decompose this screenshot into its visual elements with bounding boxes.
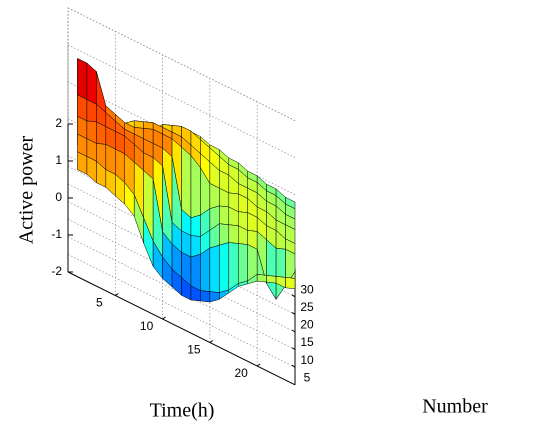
surface-cell xyxy=(209,244,220,293)
surface-cell xyxy=(285,277,296,290)
surface-cell xyxy=(209,183,220,209)
z-tick-label: 1 xyxy=(55,153,62,167)
surface-cell xyxy=(105,169,116,197)
x-tick-label: 15 xyxy=(187,343,201,357)
tick xyxy=(291,329,296,333)
surface-cell xyxy=(190,235,201,258)
surface-cell xyxy=(238,243,248,284)
tick xyxy=(291,347,296,351)
y-tick-label: 15 xyxy=(300,335,314,349)
tick xyxy=(291,294,296,298)
surface-cell xyxy=(200,290,211,303)
x-tick-label: 5 xyxy=(96,296,103,310)
z-tick-label: 0 xyxy=(55,190,62,204)
surface-cell xyxy=(266,275,277,284)
surface-cell xyxy=(181,146,192,219)
grid-line xyxy=(67,254,296,368)
x-axis-label: Time(h) xyxy=(150,400,215,422)
x-tick-label: 20 xyxy=(234,366,248,380)
box-edge xyxy=(67,7,296,121)
y-tick-label: 30 xyxy=(300,282,314,296)
y-tick-label: 20 xyxy=(300,318,314,332)
surface-cell xyxy=(86,156,97,184)
surface-cell xyxy=(190,253,201,292)
tick xyxy=(162,316,166,320)
z-tick-label: -1 xyxy=(51,227,62,241)
y-tick-label: 10 xyxy=(300,353,314,367)
tick xyxy=(115,293,119,296)
z-tick-label: -2 xyxy=(51,264,62,278)
y-axis-label: Number xyxy=(422,396,488,418)
tick xyxy=(291,311,296,315)
surface-cell xyxy=(256,274,267,283)
x-tick-label: 10 xyxy=(140,319,154,333)
surface-cell xyxy=(86,62,97,105)
y-tick-label: 25 xyxy=(300,300,314,314)
tick xyxy=(291,364,296,368)
surface-cell xyxy=(219,223,230,246)
surface-cell xyxy=(228,242,239,291)
surface-cell xyxy=(105,144,116,175)
surface-cell xyxy=(200,247,211,292)
surface-cell xyxy=(190,214,201,237)
surface-cell xyxy=(219,205,230,226)
z-axis-label: Active power xyxy=(16,136,38,245)
y-tick-label: 5 xyxy=(304,370,311,384)
surface-cell xyxy=(143,121,154,130)
z-tick-label: 2 xyxy=(55,116,62,130)
tick xyxy=(209,340,214,343)
surface-cell xyxy=(228,224,239,244)
surface-cell xyxy=(209,291,220,303)
surface-cell xyxy=(133,120,144,129)
tick xyxy=(256,363,261,367)
surface-cell xyxy=(219,242,230,293)
grid-line xyxy=(67,44,296,158)
surface-cell xyxy=(77,58,88,100)
